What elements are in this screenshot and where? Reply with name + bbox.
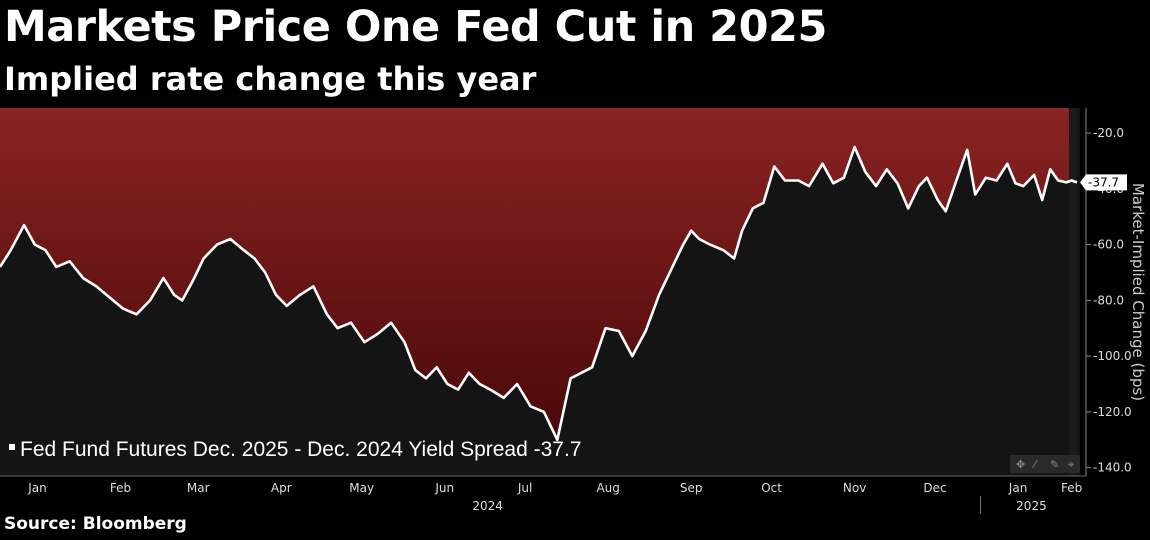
x-tick-label: Feb [110,481,131,495]
x-tick-label: Mar [187,481,210,495]
x-tick-label: Jul [517,481,532,495]
last-day-band [1069,108,1077,476]
x-tick-label: Jan [1008,481,1028,495]
chart-subtitle: Implied rate change this year [4,60,537,98]
legend-label: Fed Fund Futures Dec. 2025 - Dec. 2024 Y… [20,438,582,461]
x-tick-label: Jan [27,481,47,495]
y-tick-label: -20.0 [1093,126,1124,140]
y-axis-label: Market-Implied Change (bps) [1129,183,1147,401]
x-tick-label: Jun [434,481,454,495]
x-axis: Jan Feb Mar Apr May Jun Jul Aug Sep Oct Nov Dec Jan F… [0,475,1086,514]
y-tick-label: -140.0 [1093,461,1132,475]
area-above-line [0,108,1077,440]
x-tick-label: Dec [923,481,946,495]
chart-toolbar-bg [1010,455,1080,473]
y-tick-label: -100.0 [1093,349,1132,363]
legend: Fed Fund Futures Dec. 2025 - Dec. 2024 Y… [9,438,582,461]
crosshair-icon[interactable]: ⌖ [1068,458,1074,471]
edit-icon[interactable]: ✎ [1050,458,1059,471]
y-tick-label: -120.0 [1093,405,1132,419]
y-axis: -20.0-40.0-60.0-80.0-100.0-120.0-140.0 [1086,126,1132,475]
y-tick-label: -80.0 [1093,293,1124,307]
x-tick-label: May [349,481,374,495]
x-tick-label: Oct [761,481,782,495]
x-year-label: 2025 [1016,499,1047,513]
x-year-label: 2024 [472,499,503,513]
x-tick-label: Feb [1061,481,1082,495]
last-value-marker: -37.7 [1080,174,1127,191]
source-note: Source: Bloomberg [4,514,187,534]
draw-icon[interactable]: ⁄ [1031,458,1038,471]
move-icon[interactable]: ✥ [1016,458,1025,471]
x-tick-label: Aug [596,481,619,495]
x-tick-label: Sep [680,481,703,495]
x-tick-label: Nov [843,481,866,495]
x-tick-label: Apr [271,481,292,495]
last-value-label: -37.7 [1088,175,1119,189]
chart-toolbar: ✥ ⁄ ✎ ⌖ [1010,455,1080,473]
chart-title: Markets Price One Fed Cut in 2025 [4,2,827,52]
series-line [0,145,1078,442]
legend-swatch [9,444,15,450]
y-tick-label: -60.0 [1093,238,1124,252]
